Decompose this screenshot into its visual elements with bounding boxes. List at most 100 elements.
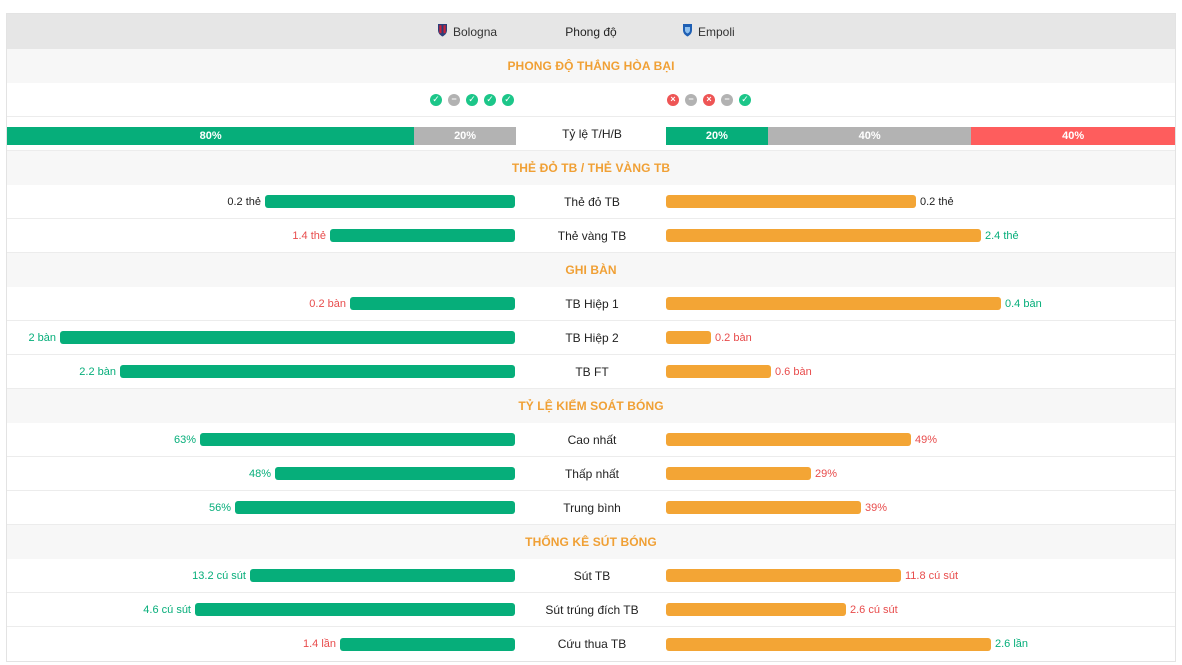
goals-stats: 0.2 bàn TB Hiệp 1 0.4 bàn 2 bàn TB Hiệp 2 0.2… bbox=[7, 287, 1175, 389]
check-icon: ✓ bbox=[430, 93, 442, 106]
stat-label: Sút trúng đích TB bbox=[545, 602, 639, 617]
minus-icon: − bbox=[448, 93, 460, 106]
away-stat-value: 39% bbox=[865, 501, 888, 514]
stats-panel: Phong độ Bologna Empoli PHONG ĐỘ THẮNG H… bbox=[6, 13, 1176, 662]
ratio-row: 80% 20% Tỷ lệ T/H/B 20% 40% 40% bbox=[7, 117, 1175, 151]
away-stat-bar bbox=[666, 433, 911, 446]
away-stat-bar bbox=[666, 297, 1001, 310]
home-stat: 56% bbox=[209, 491, 515, 524]
home-stat-bar bbox=[265, 195, 515, 208]
stat-label: TB Hiệp 2 bbox=[565, 330, 619, 345]
stat-row: 0.2 bàn TB Hiệp 1 0.4 bàn bbox=[7, 287, 1175, 321]
home-stat-bar bbox=[340, 637, 515, 651]
away-win-segment: 20% bbox=[666, 127, 768, 145]
stat-label: Thẻ đỏ TB bbox=[564, 194, 620, 209]
away-stat: 11.8 cú sút bbox=[666, 559, 958, 592]
home-stat: 63% bbox=[174, 423, 515, 456]
away-stat-value: 0.2 bàn bbox=[715, 331, 752, 344]
home-stat: 48% bbox=[249, 457, 515, 490]
home-stat-value: 4.6 cú sút bbox=[143, 603, 191, 616]
away-stat-bar bbox=[666, 229, 981, 242]
away-stat: 0.2 bàn bbox=[666, 321, 752, 354]
away-stat: 2.4 thẻ bbox=[666, 219, 1019, 252]
stat-row: 1.4 thẻ Thẻ vàng TB 2.4 thẻ bbox=[7, 219, 1175, 253]
section-title-goals: GHI BÀN bbox=[7, 253, 1175, 287]
stat-label: TB Hiệp 1 bbox=[565, 296, 619, 311]
away-stat-value: 0.2 thẻ bbox=[920, 195, 954, 208]
bologna-crest-icon bbox=[437, 23, 448, 40]
away-stat: 2.6 lần bbox=[666, 627, 1028, 661]
check-icon: ✓ bbox=[466, 93, 478, 106]
home-stat-bar bbox=[330, 229, 515, 242]
x-icon: × bbox=[703, 93, 715, 106]
stat-label: TB FT bbox=[575, 364, 609, 379]
stat-label: Thấp nhất bbox=[564, 466, 620, 481]
away-draw-segment: 40% bbox=[767, 127, 972, 145]
stat-row: 48% Thấp nhất 29% bbox=[7, 457, 1175, 491]
away-stat-value: 49% bbox=[915, 433, 938, 446]
home-draw-segment: 20% bbox=[414, 127, 516, 145]
empoli-crest-icon bbox=[682, 23, 693, 40]
section-title-shots: THỐNG KÊ SÚT BÓNG bbox=[7, 525, 1175, 559]
shots-stats: 13.2 cú sút Sút TB 11.8 cú sút 4.6 cú sút Sú… bbox=[7, 559, 1175, 661]
home-stat: 0.2 bàn bbox=[309, 287, 515, 320]
away-form-icons: × − × − ✓ bbox=[667, 83, 751, 116]
x-icon: × bbox=[667, 93, 679, 106]
away-team[interactable]: Empoli bbox=[682, 14, 735, 49]
ratio-label: Tỷ lệ T/H/B bbox=[562, 126, 622, 141]
away-stat: 49% bbox=[666, 423, 937, 456]
stat-row: 2 bàn TB Hiệp 2 0.2 bàn bbox=[7, 321, 1175, 355]
away-stat-value: 29% bbox=[815, 467, 838, 480]
away-stat-bar bbox=[666, 569, 901, 582]
home-stat: 1.4 thẻ bbox=[292, 219, 515, 252]
stat-label: Cao nhất bbox=[567, 432, 617, 447]
away-stat-bar bbox=[666, 195, 916, 208]
away-stat: 2.6 cú sút bbox=[666, 593, 898, 626]
home-stat-bar bbox=[275, 467, 515, 480]
section-title-cards: THẺ ĐỎ TB / THẺ VÀNG TB bbox=[7, 151, 1175, 185]
home-stat: 4.6 cú sút bbox=[143, 593, 515, 626]
away-stat-value: 2.6 lần bbox=[995, 638, 1029, 650]
stat-row: 1.4 lần Cứu thua TB 2.6 lần bbox=[7, 627, 1175, 661]
stat-label: Trung bình bbox=[563, 500, 621, 515]
home-stat-value: 1.4 thẻ bbox=[292, 229, 326, 242]
away-stat-value: 2.4 thẻ bbox=[985, 229, 1019, 242]
home-team[interactable]: Bologna bbox=[437, 14, 497, 49]
home-stat-bar bbox=[250, 569, 515, 582]
away-stat-bar bbox=[666, 331, 711, 344]
home-stat-value: 2 bàn bbox=[28, 331, 56, 344]
header-bar: Phong độ Bologna Empoli bbox=[7, 14, 1175, 49]
stat-row: 63% Cao nhất 49% bbox=[7, 423, 1175, 457]
home-ratio-bar: 80% 20% bbox=[7, 127, 516, 145]
away-stat-bar bbox=[666, 365, 771, 378]
check-icon: ✓ bbox=[484, 93, 496, 106]
away-loss-segment: 40% bbox=[971, 127, 1175, 145]
stat-label: Sút TB bbox=[573, 568, 611, 583]
stat-row: 56% Trung bình 39% bbox=[7, 491, 1175, 525]
stat-row: 0.2 thẻ Thẻ đỏ TB 0.2 thẻ bbox=[7, 185, 1175, 219]
away-stat-value: 2.6 cú sút bbox=[850, 603, 898, 616]
home-team-name: Bologna bbox=[453, 24, 498, 39]
section-title-possession: TỶ LỆ KIỂM SOÁT BÓNG bbox=[7, 389, 1175, 423]
away-ratio-bar: 20% 40% 40% bbox=[666, 127, 1175, 145]
away-stat-value: 11.8 cú sút bbox=[905, 569, 958, 582]
home-stat-value: 0.2 bàn bbox=[309, 297, 346, 310]
away-stat-bar bbox=[666, 637, 991, 651]
section-title-form: PHONG ĐỘ THẮNG HÒA BẠI bbox=[7, 49, 1175, 83]
away-team-name: Empoli bbox=[698, 24, 735, 39]
away-stat-value: 0.4 bàn bbox=[1005, 297, 1042, 310]
home-form-icons: ✓ − ✓ ✓ ✓ bbox=[430, 83, 514, 116]
home-stat: 1.4 lần bbox=[303, 627, 515, 661]
home-stat: 0.2 thẻ bbox=[227, 185, 515, 218]
home-stat: 2 bàn bbox=[28, 321, 515, 354]
home-stat-bar bbox=[195, 603, 515, 616]
minus-icon: − bbox=[685, 93, 697, 106]
header-title: Phong độ bbox=[565, 24, 617, 39]
stat-row: 2.2 bàn TB FT 0.6 bàn bbox=[7, 355, 1175, 389]
minus-icon: − bbox=[721, 93, 733, 106]
away-stat-value: 0.6 bàn bbox=[775, 365, 812, 378]
away-stat: 0.6 bàn bbox=[666, 355, 812, 388]
home-stat-bar bbox=[235, 501, 515, 514]
check-icon: ✓ bbox=[739, 93, 751, 106]
away-stat: 0.2 thẻ bbox=[666, 185, 954, 218]
